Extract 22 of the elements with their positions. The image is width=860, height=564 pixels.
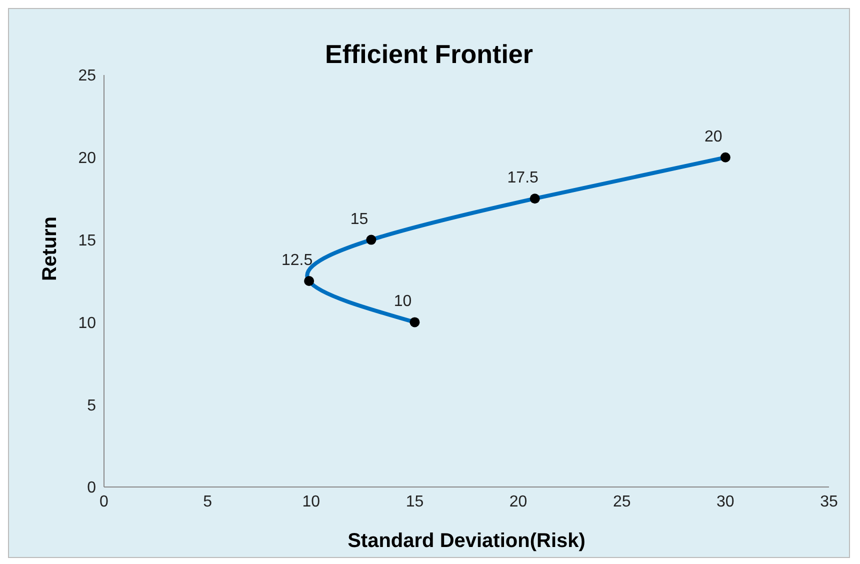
x-tick-label: 30	[716, 493, 734, 510]
data-label: 10	[394, 293, 412, 310]
data-label: 20	[704, 128, 722, 146]
x-tick-label: 25	[612, 493, 631, 510]
x-axis-title: Standard Deviation(Risk)	[348, 530, 586, 552]
y-tick-label: 15	[78, 232, 96, 250]
data-label: 17.5	[507, 170, 539, 187]
x-tick-label: 5	[203, 493, 212, 510]
x-tick-label: 15	[406, 493, 424, 510]
y-tick-label: 20	[78, 150, 96, 168]
y-tick-label: 10	[78, 314, 96, 332]
x-tick-label: 20	[509, 493, 528, 510]
data-label: 12.5	[282, 252, 313, 269]
chart-title: Efficient Frontier	[324, 39, 533, 69]
data-label: 15	[350, 210, 368, 228]
y-tick-label: 0	[87, 480, 96, 497]
y-axis-title: Return	[39, 216, 62, 281]
y-tick-label: 25	[78, 68, 96, 85]
x-tick-label: 35	[820, 493, 838, 510]
x-tick-label: 0	[100, 493, 109, 510]
x-tick-label: 10	[302, 493, 320, 510]
y-tick-label: 5	[87, 397, 96, 414]
